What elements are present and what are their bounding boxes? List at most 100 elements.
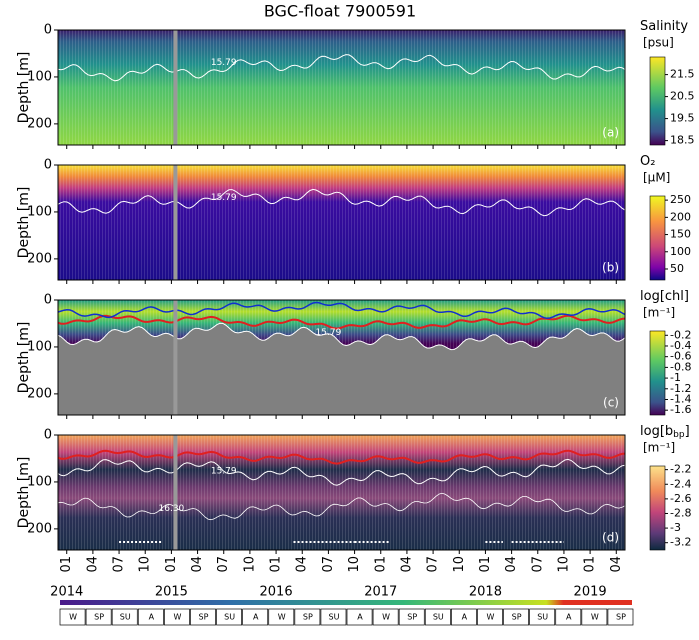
season-box: [111, 608, 138, 626]
isoline-label: 16.30: [159, 504, 185, 514]
isoline: [57, 322, 626, 351]
season-box: [477, 608, 503, 626]
x-tick-label: 04: [190, 556, 205, 573]
y-tick-label: 200: [27, 116, 52, 131]
season-box: [59, 608, 86, 626]
frame: [57, 29, 626, 146]
y-axis-label: Depth [m]: [16, 52, 32, 124]
colorbar-label-main: log[chl]: [640, 289, 689, 304]
colorbar-unit: [psu]: [643, 36, 674, 50]
y-axis-label: Depth [m]: [16, 187, 32, 259]
year-label: 2016: [260, 585, 293, 600]
masked-area: [58, 323, 625, 415]
x-tick-label: 07: [112, 556, 127, 573]
season-box: [320, 608, 347, 626]
x-tick-label: 04: [85, 556, 100, 573]
season-label: W: [278, 613, 286, 622]
season-box: [555, 608, 582, 626]
x-tick-label: 01: [59, 556, 74, 573]
season-label: SU: [224, 613, 235, 622]
colorbar-tick-label: 150: [670, 228, 691, 241]
isoline-label: 15.79: [316, 328, 342, 338]
profile-stripes: [58, 30, 625, 145]
y-tick-label: 200: [27, 251, 52, 266]
colorbar-tick-label: -2.2: [670, 463, 691, 476]
data-gap: [173, 30, 178, 145]
isoline-label: 15.79: [211, 466, 237, 476]
y-tick-label: 200: [27, 521, 52, 536]
x-tick-label: 07: [321, 556, 336, 573]
colorbar-unit: [m⁻¹]: [643, 306, 675, 320]
season-label: W: [591, 613, 599, 622]
season-box: [607, 608, 634, 626]
x-tick-label: 07: [216, 556, 231, 573]
x-tick-label: 01: [478, 556, 493, 573]
colorbar: [649, 195, 666, 281]
colorbar-tick-label: 50: [670, 262, 684, 275]
season-label: SU: [328, 613, 339, 622]
colorbar-label-main: log[b: [640, 424, 673, 439]
colorbar: [649, 465, 666, 551]
year-label: 2014: [50, 585, 83, 600]
year-label: 2018: [469, 585, 502, 600]
mld-line: [57, 314, 626, 330]
season-box: [216, 608, 242, 626]
colorbar-unit: [m⁻¹]: [643, 441, 675, 455]
isoline: [57, 458, 626, 486]
season-label: SP: [199, 613, 209, 622]
x-tick-label: 10: [242, 556, 257, 573]
season-box: [372, 608, 399, 626]
season-label: W: [173, 613, 181, 622]
y-tick-label: 100: [27, 474, 52, 489]
colorbar-label-main: Salinity: [640, 19, 688, 34]
isoline: [57, 188, 626, 217]
panel-label: (a): [602, 126, 619, 140]
season-box: [268, 608, 295, 626]
y-tick-label: 0: [44, 428, 52, 443]
colorbar-tick-label: -0.6: [670, 350, 691, 363]
season-label: A: [462, 613, 468, 622]
season-label: W: [487, 613, 495, 622]
x-tick-label: 10: [138, 556, 153, 573]
season-box: [164, 608, 190, 626]
x-tick-label: 10: [347, 556, 362, 573]
data-gap: [173, 435, 178, 550]
colorbar-tick-label: 21.5: [670, 68, 695, 81]
season-label: SP: [407, 613, 417, 622]
y-tick-label: 0: [44, 158, 52, 173]
x-tick-label: 04: [504, 556, 519, 573]
x-tick-label: 04: [399, 556, 414, 573]
frame: [57, 434, 626, 551]
season-label: SU: [537, 613, 548, 622]
colorbar-tick-label: 250: [670, 193, 691, 206]
y-tick-label: 100: [27, 69, 52, 84]
y-axis-label: Depth [m]: [16, 322, 32, 394]
isoline: [57, 492, 626, 521]
colorbar-tick-label: -1.4: [670, 392, 691, 405]
colorbar-tick-label: -3: [670, 521, 681, 534]
x-tick-label: 10: [556, 556, 571, 573]
season-box: [424, 608, 451, 626]
y-tick-label: 200: [27, 386, 52, 401]
x-tick-label: 07: [530, 556, 545, 573]
colorbar-label: Salinity: [640, 19, 688, 34]
season-box: [451, 608, 477, 626]
colorbar-tick-label: 100: [670, 245, 691, 258]
colorbar-tick-label: -0.8: [670, 360, 691, 373]
frame: [57, 164, 626, 281]
colorbar-tick-label: 20.5: [670, 90, 695, 103]
colorbar-label-main: O₂: [640, 154, 655, 169]
colorbar-tick-label: 18.5: [670, 134, 695, 147]
y-tick-label: 0: [44, 23, 52, 38]
data-gap: [173, 300, 178, 415]
season-label: A: [357, 613, 363, 622]
y-axis-label: Depth [m]: [16, 457, 32, 529]
profile-stripes: [58, 165, 625, 280]
euphotic-line: [57, 301, 626, 320]
panel-label: (c): [603, 396, 619, 410]
colorbar-tick-label: -2.6: [670, 492, 691, 505]
y-tick-label: 100: [27, 204, 52, 219]
colorbar-tick-label: 200: [670, 210, 691, 223]
x-tick-label: 07: [426, 556, 441, 573]
